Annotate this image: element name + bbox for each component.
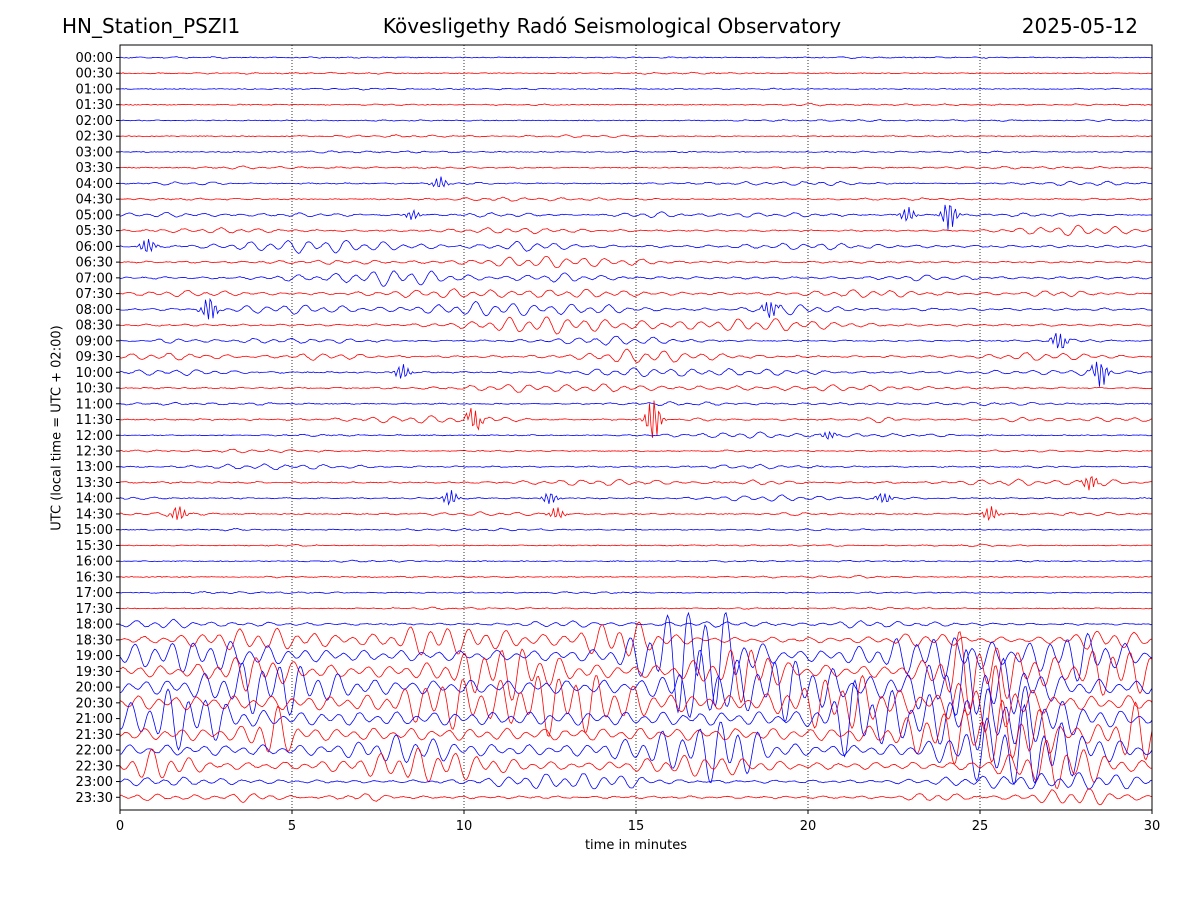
- y-tick-label: 04:00: [76, 177, 113, 192]
- y-tick-label: 22:00: [76, 744, 113, 759]
- y-axis-ticks: 00:0000:3001:0001:3002:0002:3003:0003:30…: [76, 51, 120, 806]
- trace-1130: [119, 400, 1153, 438]
- trace-1300: [119, 463, 1153, 471]
- trace-1730: [119, 606, 1153, 611]
- x-tick-label: 30: [1144, 819, 1161, 834]
- grid-group: [291, 45, 981, 810]
- y-tick-label: 18:00: [76, 618, 113, 633]
- x-tick-label: 10: [456, 819, 473, 834]
- y-axis-label: UTC (local time = UTC + 02:00): [49, 325, 65, 531]
- y-tick-label: 15:30: [76, 539, 113, 554]
- y-tick-label: 23:00: [76, 775, 113, 790]
- trace-0230: [119, 134, 1153, 139]
- trace-0500: [119, 204, 1153, 230]
- trace-2000: [119, 648, 1153, 723]
- y-tick-label: 18:30: [76, 633, 113, 648]
- trace-2230: [119, 740, 1153, 789]
- trace-0400: [119, 176, 1153, 188]
- y-tick-label: 07:30: [76, 287, 113, 302]
- y-tick-label: 09:30: [76, 350, 113, 365]
- trace-0130: [119, 102, 1153, 107]
- station-name: HN_Station_PSZI1: [62, 14, 241, 38]
- x-tick-label: 5: [288, 819, 296, 834]
- trace-1500: [119, 527, 1153, 532]
- y-tick-label: 17:30: [76, 602, 113, 617]
- y-tick-label: 14:00: [76, 492, 113, 507]
- trace-0700: [119, 270, 1153, 287]
- y-tick-label: 11:00: [76, 397, 113, 412]
- y-tick-label: 04:30: [76, 193, 113, 208]
- trace-2130: [119, 699, 1153, 765]
- y-tick-label: 16:30: [76, 570, 113, 585]
- trace-1000: [119, 361, 1153, 387]
- y-tick-label: 13:00: [76, 460, 113, 475]
- y-tick-label: 01:30: [76, 98, 113, 113]
- x-tick-label: 15: [628, 819, 645, 834]
- trace-2100: [119, 679, 1153, 758]
- y-tick-label: 12:30: [76, 445, 113, 460]
- y-tick-label: 10:00: [76, 366, 113, 381]
- y-tick-label: 23:30: [76, 791, 113, 806]
- y-tick-label: 06:30: [76, 256, 113, 271]
- x-tick-label: 20: [800, 819, 817, 834]
- trace-1530: [119, 543, 1153, 547]
- trace-0730: [119, 288, 1153, 298]
- trace-1030: [119, 383, 1153, 393]
- x-tick-label: 0: [116, 819, 124, 834]
- trace-1100: [119, 401, 1153, 407]
- trace-0830: [119, 316, 1153, 335]
- y-tick-label: 12:00: [76, 429, 113, 444]
- y-tick-label: 05:00: [76, 208, 113, 223]
- trace-0300: [119, 150, 1153, 154]
- y-tick-label: 19:30: [76, 665, 113, 680]
- y-tick-label: 03:00: [76, 145, 113, 160]
- y-tick-label: 17:00: [76, 586, 113, 601]
- y-tick-label: 20:30: [76, 696, 113, 711]
- chart-title: Kövesligethy Radó Seismological Observat…: [382, 14, 842, 38]
- chart-date: 2025-05-12: [1021, 14, 1138, 38]
- trace-1800: [119, 618, 1153, 629]
- x-axis-label: time in minutes: [584, 838, 688, 853]
- y-tick-label: 15:00: [76, 523, 113, 538]
- y-tick-label: 08:00: [76, 303, 113, 318]
- y-tick-label: 07:00: [76, 271, 113, 286]
- y-tick-label: 21:00: [76, 712, 113, 727]
- trace-2330: [119, 788, 1153, 806]
- y-tick-label: 09:00: [76, 334, 113, 349]
- trace-2200: [119, 703, 1153, 786]
- y-tick-label: 00:00: [76, 51, 113, 66]
- y-tick-label: 00:30: [76, 67, 113, 82]
- y-tick-label: 13:30: [76, 476, 113, 491]
- y-tick-label: 01:00: [76, 82, 113, 97]
- y-tick-label: 22:30: [76, 759, 113, 774]
- trace-0630: [119, 255, 1153, 269]
- x-tick-label: 25: [972, 819, 989, 834]
- y-tick-label: 06:00: [76, 240, 113, 255]
- trace-0530: [119, 224, 1153, 237]
- trace-2030: [119, 665, 1153, 737]
- y-tick-label: 02:00: [76, 114, 113, 129]
- y-tick-label: 10:30: [76, 382, 113, 397]
- y-tick-label: 16:00: [76, 555, 113, 570]
- y-tick-label: 11:30: [76, 413, 113, 428]
- trace-0100: [119, 87, 1153, 91]
- trace-1700: [119, 590, 1153, 595]
- y-tick-label: 14:30: [76, 507, 113, 522]
- y-tick-label: 20:00: [76, 681, 113, 696]
- y-tick-label: 05:30: [76, 224, 113, 239]
- y-tick-label: 03:30: [76, 161, 113, 176]
- x-axis-ticks: 0 5 10 15 20 25 30: [116, 810, 1160, 834]
- y-tick-label: 19:00: [76, 649, 113, 664]
- trace-0430: [119, 196, 1153, 202]
- y-tick-label: 02:30: [76, 130, 113, 145]
- y-tick-label: 21:30: [76, 728, 113, 743]
- y-tick-label: 08:30: [76, 319, 113, 334]
